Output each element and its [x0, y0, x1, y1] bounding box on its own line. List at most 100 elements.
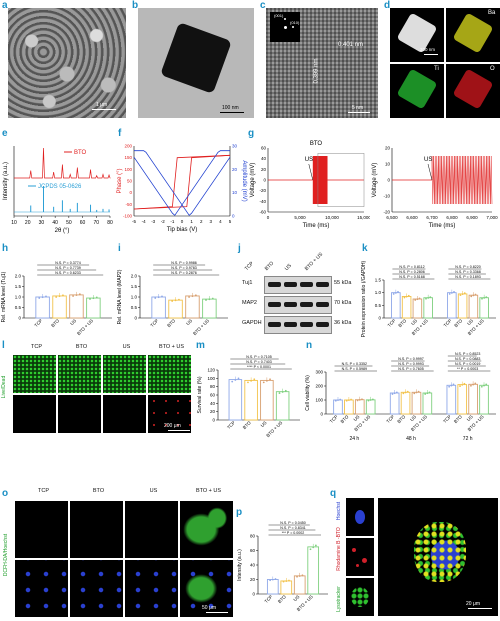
m-dot	[234, 379, 237, 381]
e-xtick-label: 40	[52, 220, 58, 226]
h-xtick-label: TCP	[33, 318, 43, 328]
g2-xtick-label: 6,700	[426, 215, 438, 220]
dcfh-image-tile	[125, 560, 178, 617]
n-stat-label: ** P = 0.0003	[457, 367, 478, 371]
g2-ytick-label: 20	[385, 146, 391, 151]
i-stat-label: N.S. P = 0.9986	[171, 261, 196, 265]
wb-kda-label: 55 kDa	[334, 280, 352, 286]
element-label-ba: Ba	[488, 10, 496, 16]
scale-bar	[92, 109, 116, 110]
chart-e: 10 20 30 40 50 60 70 80 2θ (°) Intensity (a.u.) BT…	[3, 146, 113, 234]
g2-ytick-label: -10	[383, 194, 390, 199]
n-stat-label: N.S. P = 0.9993	[398, 362, 423, 366]
e-xlabel: 2θ (°)	[55, 228, 70, 234]
k-dot	[397, 291, 399, 293]
m-bar	[244, 379, 258, 421]
dcfh-image-tile	[180, 501, 233, 558]
panel-label-d: d	[384, 0, 391, 11]
f-xtick-label: 4	[219, 219, 222, 224]
g1-ytick-label: 20	[261, 167, 267, 172]
f-xtick-label: -4	[142, 219, 146, 224]
panel-label-n: n	[306, 340, 313, 351]
e-xtick-label: 30	[39, 220, 45, 226]
n-xtick-label: US	[466, 414, 474, 422]
wb-band	[316, 322, 329, 327]
wb-band	[316, 282, 329, 287]
k-dot	[392, 293, 395, 295]
live-dead-image-tile	[103, 395, 146, 433]
e-legend-jcpds: JCPDS 05-0626	[38, 184, 82, 190]
dcfh-side-label: DCFH-DA/Hoechst	[3, 533, 9, 577]
k-bar	[423, 297, 433, 319]
scale-bar	[348, 112, 370, 113]
n-dot	[417, 390, 420, 393]
hoechst-channel	[346, 498, 374, 536]
wb-band	[300, 322, 313, 327]
g2-us-annotation: US	[424, 157, 432, 163]
k-ytick-label: 0.5	[375, 303, 382, 308]
n-xtick-label: BTO	[340, 414, 350, 424]
g1-xtick-label: 5,000	[294, 215, 306, 220]
f-ytick-label: 200	[124, 144, 132, 149]
wb-band	[300, 282, 313, 287]
h-dot	[75, 294, 78, 297]
wb-rows: Tuj1 55 kDa MAP2 70 kDa GAPDH 36 kDa	[242, 276, 360, 336]
p-xtick-label: US	[292, 594, 300, 602]
n-bar	[411, 391, 422, 415]
live-dead-image-tile	[148, 395, 191, 433]
m-dot	[250, 379, 253, 382]
h-dot	[95, 296, 98, 299]
e-xtick-label: 50	[66, 220, 72, 226]
p-dot	[314, 544, 317, 547]
k-ytick-label: 0	[378, 316, 381, 321]
p-dot	[301, 574, 304, 577]
m-dot	[231, 380, 234, 383]
k-bar	[457, 293, 468, 319]
n-bar	[468, 383, 478, 415]
p-ylabel: Intensity (a.u.)	[237, 549, 243, 581]
f-amplitude-reverse	[134, 150, 231, 216]
f-xtick-label: 1	[190, 219, 193, 224]
n-bar	[422, 392, 433, 415]
k-stat-label: N.S. P = 0.1893	[455, 275, 480, 279]
i-ytick-label: 0.5	[131, 305, 138, 310]
h-bar	[52, 295, 67, 319]
n-ytick-label: 0	[320, 412, 323, 417]
g2-xtick-label: 7,000	[486, 215, 498, 220]
k-dot	[429, 296, 432, 299]
dcfh-image-tile	[180, 560, 233, 617]
k-dot	[427, 297, 430, 299]
live-dead-image-tile	[13, 355, 56, 393]
h-ytick-label: 0	[18, 316, 21, 321]
haadf-image: 200 nm	[390, 8, 444, 62]
h-dot	[41, 296, 44, 299]
p-bar	[280, 580, 293, 595]
m-ytick-label: 80	[210, 384, 216, 389]
f-ylabel2: Amplitude (mV)	[241, 160, 247, 201]
i-xtick-label: US	[185, 318, 193, 326]
scale-bar	[424, 54, 438, 55]
n-group-label: 48 h	[406, 436, 416, 442]
k-xtick-label: US	[410, 318, 418, 326]
i-dot	[205, 299, 207, 301]
g2-xlabel: Time (ms)	[429, 223, 456, 229]
i-bar	[185, 295, 200, 319]
panel-label-o: o	[2, 488, 9, 499]
n-dot	[415, 391, 418, 394]
scale-bar	[220, 112, 244, 113]
dcfh-grid: TCP BTO US BTO + US DCFH-DA/Hoechst 50 μm	[0, 488, 236, 620]
hrtem-image: (001) (010) 0.401 nm 0.399 nm 5 nm	[266, 8, 378, 118]
e-xtick-label: 70	[94, 220, 100, 226]
wb-column-label: BTO + US	[303, 251, 325, 272]
n-xtick-label: TCP	[385, 414, 395, 424]
e-series-bto	[14, 147, 111, 179]
tem-image: 100 nm	[138, 8, 254, 118]
n-xtick-label: TCP	[329, 414, 339, 424]
wb-band-strip	[264, 296, 332, 314]
g1-xtick-label: 15,000	[357, 215, 370, 220]
panel-label-g: g	[248, 128, 255, 139]
panel-label-m: m	[196, 340, 205, 351]
n-ytick-label: 100	[315, 398, 323, 403]
n-dot	[448, 385, 451, 388]
m-dot	[265, 379, 268, 382]
